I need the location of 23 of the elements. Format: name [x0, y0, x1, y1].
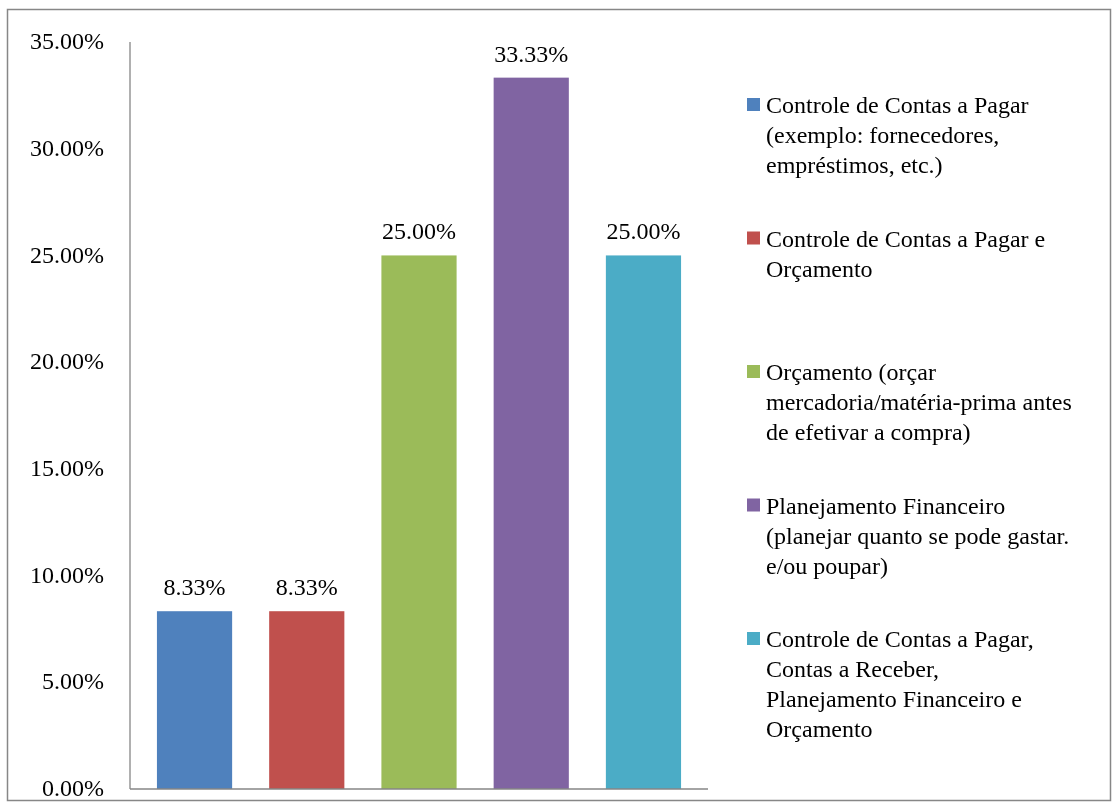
- data-label: 8.33%: [163, 574, 226, 601]
- bar: [156, 611, 233, 789]
- data-label: 33.33%: [494, 40, 569, 67]
- bar: [493, 77, 569, 789]
- bar: [605, 255, 682, 789]
- legend-label: Orçamento (orçar mercadoria/matéria-prima antes de efetivar a compra): [766, 359, 1072, 445]
- legend-label: Controle de Contas a Pagar e Orçamento: [766, 225, 1046, 282]
- y-tick-label: 30.00%: [30, 134, 104, 161]
- y-tick-label: 15.00%: [30, 455, 104, 482]
- y-tick-label: 10.00%: [30, 561, 104, 588]
- y-tick-label: 5.00%: [42, 668, 104, 695]
- bar: [269, 611, 345, 789]
- legend-label: Controle de Contas a Pagar (exemplo: fornecedores, empréstimos, etc.): [766, 92, 1029, 178]
- data-label: 25.00%: [382, 218, 456, 245]
- y-tick-label: 35.00%: [30, 28, 104, 55]
- legend-label: Planejamento Financeiro (planejar quanto se pode gastar. e/ou poupar): [766, 492, 1070, 579]
- legend-label: Controle de Contas a Pagar, Contas a Receber, Planejamento Financeiro e Orçamento: [766, 626, 1034, 742]
- y-tick-label: 25.00%: [30, 241, 104, 268]
- y-tick-label: 20.00%: [30, 348, 104, 375]
- data-label: 25.00%: [606, 218, 681, 245]
- data-label: 8.33%: [275, 574, 338, 601]
- bar: [381, 255, 457, 789]
- y-tick-label: 0.00%: [42, 775, 104, 802]
